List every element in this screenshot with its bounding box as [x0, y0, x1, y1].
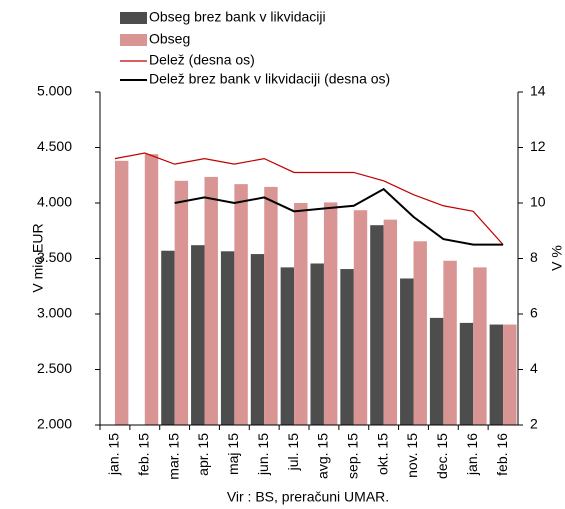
bar — [161, 250, 175, 425]
x-tick-label: dec. 15 — [434, 433, 450, 479]
y-tick-label: 3.500 — [37, 249, 72, 265]
legend-swatch — [120, 34, 147, 46]
bar — [220, 251, 235, 425]
bar — [144, 154, 159, 425]
y-tick-label: 2.500 — [37, 360, 72, 376]
bar — [473, 267, 487, 425]
x-tick-label: sep. 15 — [344, 433, 360, 479]
bar — [234, 184, 248, 425]
y2-tick-label: 12 — [530, 138, 546, 154]
bar — [323, 202, 338, 425]
bar — [174, 180, 189, 425]
bar — [340, 269, 354, 425]
bar — [310, 263, 324, 425]
x-tick-label: nov. 15 — [404, 433, 420, 478]
source: Vir : BS, preračuni UMAR. — [227, 489, 389, 505]
legend-label: Delež brez bank v likvidaciji (desna os) — [149, 71, 390, 87]
x-tick-label: apr. 15 — [195, 433, 211, 476]
y2-tick-label: 4 — [530, 360, 538, 376]
y2-axis-title: V % — [549, 245, 565, 271]
y2-tick-label: 8 — [530, 249, 538, 265]
bar — [459, 322, 474, 425]
line — [174, 187, 504, 246]
legend-label: Delež (desna os) — [149, 52, 255, 68]
bar — [114, 160, 129, 425]
bar — [443, 260, 457, 425]
bar — [489, 324, 504, 425]
bar — [264, 186, 278, 425]
x-tick-label: feb. 16 — [494, 433, 510, 476]
x-tick-label: maj 15 — [225, 433, 241, 475]
bar — [191, 245, 205, 425]
y2-tick-label: 10 — [530, 194, 546, 210]
legend-label: Obseg brez bank v likvidaciji — [149, 9, 326, 25]
bar — [370, 225, 384, 425]
bar — [204, 176, 218, 425]
x-tick-label: jun. 15 — [255, 433, 271, 476]
y-tick-label: 3.000 — [37, 305, 72, 321]
bar — [383, 219, 398, 425]
legend-label: Obseg — [149, 31, 190, 47]
bar — [280, 267, 295, 425]
y-axis-title: V mio EUR — [30, 223, 46, 292]
bar — [250, 254, 265, 425]
x-tick-label: jul. 15 — [285, 433, 301, 472]
x-tick-label: okt. 15 — [374, 433, 390, 475]
x-tick-label: jan. 15 — [106, 433, 122, 476]
x-tick-label: jan. 16 — [464, 433, 480, 476]
x-tick-label: feb. 15 — [135, 433, 151, 476]
y-tick-label: 4.000 — [37, 194, 72, 210]
bar — [294, 203, 308, 425]
bar — [429, 317, 444, 425]
bar — [400, 278, 414, 425]
legend-swatch — [120, 12, 147, 24]
bar — [413, 241, 427, 425]
y2-tick-label: 2 — [530, 416, 538, 432]
bar — [503, 324, 517, 425]
x-tick-label: avg. 15 — [315, 433, 331, 479]
x-tick-label: mar. 15 — [165, 433, 181, 480]
line — [114, 152, 504, 246]
y2-tick-label: 6 — [530, 305, 538, 321]
bar — [353, 210, 368, 425]
y-tick-label: 4.500 — [37, 138, 72, 154]
y-tick-label: 5.000 — [37, 83, 72, 99]
y2-tick-label: 14 — [530, 83, 546, 99]
y-tick-label: 2.000 — [37, 416, 72, 432]
